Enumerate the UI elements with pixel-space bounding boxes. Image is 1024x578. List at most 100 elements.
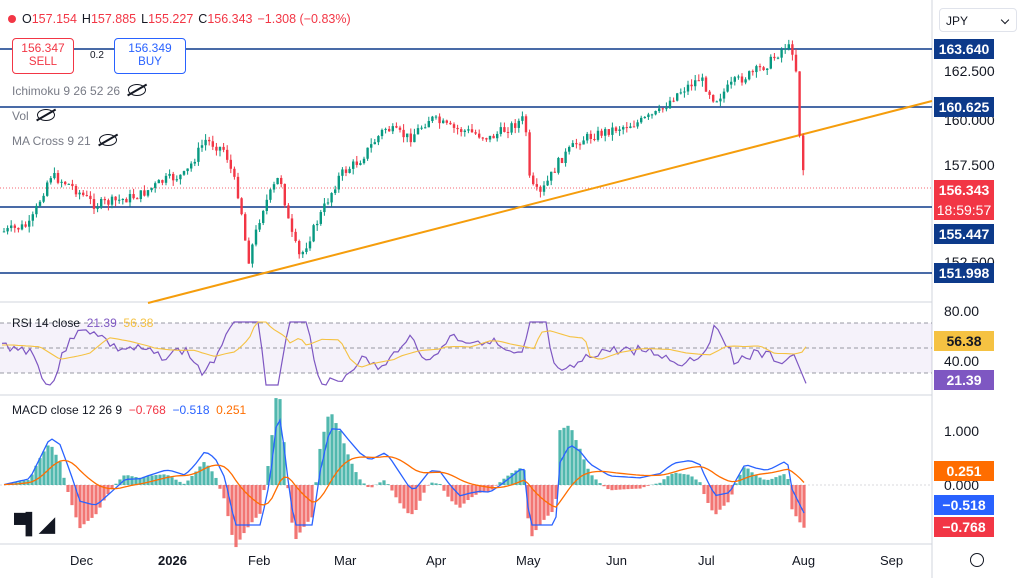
rsi-line [1,321,807,386]
candles [2,39,805,268]
candle-body [280,177,283,185]
candle-body [564,151,567,163]
candle-body [420,127,423,129]
eye-hidden-icon[interactable] [98,134,117,146]
candle-body [13,225,16,228]
macd-hist-bar [182,483,186,485]
candle-body [17,227,20,230]
sell-button[interactable]: 156.347 SELL [12,38,74,74]
candle-body [323,203,326,213]
macd-hist-bar [394,485,398,498]
macd-hist-bar [454,485,458,505]
candle-body [215,146,218,151]
macd-hist-bar [474,485,478,495]
eye-hidden-icon[interactable] [36,109,55,121]
candle-body [568,146,571,152]
indicator-ichimoku[interactable]: Ichimoku 9 26 52 26 [12,84,147,98]
countdown-label: 18:59:57 [934,200,994,220]
candle-body [305,248,308,253]
candle-body [733,77,736,82]
candle-body [766,68,769,71]
candle-body [470,129,474,133]
close-label: C [198,12,208,26]
macd-hist-bar [186,480,190,485]
macd-hist-bar [322,431,326,485]
candle-body [406,133,409,138]
currency-select[interactable]: JPY [939,8,1017,32]
macd-hist-bar [646,485,650,486]
macd-hist-bar [282,442,286,485]
candle-body [56,172,60,183]
candle-body [528,132,531,176]
candle-body [463,130,466,132]
rsi-value: 21.39 [86,316,117,330]
indicator-ma-cross[interactable]: MA Cross 9 21 [12,134,117,148]
macd-legend[interactable]: MACD close 12 26 9 −0.768 −0.518 0.251 [12,403,246,417]
macd-hist-bar [486,485,490,492]
candle-body [694,80,697,87]
macd-hist-bar [190,475,194,485]
rsi-ma-value: 56.38 [123,316,154,330]
candle-body [611,127,614,135]
candle-body [542,185,546,192]
candle-body [676,93,679,101]
price-label-155-447[interactable]: 155.447 [934,224,994,244]
indicator-vol[interactable]: Vol [12,109,55,123]
macd-hist-bar [638,485,642,489]
macd-hist-bar [622,485,626,490]
macd-hist-bar [610,485,614,491]
candle-body [348,168,351,173]
candle-body [442,120,445,124]
price-label-151-998[interactable]: 151.998 [934,263,994,283]
buy-button[interactable]: 156.349 BUY [114,38,186,74]
macd-hist-bar [126,475,130,485]
macd-hist-bar [54,454,58,485]
candle-body [398,127,402,130]
candle-body [67,183,70,185]
eye-hidden-icon[interactable] [128,84,147,96]
candle-body [643,117,646,119]
candle-body [42,195,45,202]
macd-hist-bar [286,485,290,489]
price-label-163-640[interactable]: 163.640 [934,39,994,59]
candle-body [683,91,686,93]
macd-hist-bar [550,485,554,513]
macd-hist-bar [70,485,74,506]
candle-body [596,130,600,140]
candle-body [485,138,488,140]
candle-body [452,124,456,128]
candle-body [136,198,139,200]
gear-icon[interactable] [970,553,984,567]
candle-body [168,173,171,176]
macd-hist-bar [482,485,486,493]
high-value: 157.885 [90,12,137,26]
candle-body [49,178,52,183]
buy-price: 156.349 [128,41,172,55]
candle-body [708,91,711,95]
candle-body [625,127,628,129]
macd-hist-bar [198,466,202,485]
candle-body [28,220,31,227]
macd-hist-bar [30,474,34,485]
currency-label: JPY [946,14,969,28]
macd-hist-bar [770,478,774,485]
rsi-legend[interactable]: RSI 14 close 21.39 56.38 [12,316,153,330]
macd-hist-bar [350,463,354,485]
macd-hist-bar [494,485,498,486]
macd-hist-bar [582,459,586,485]
macd-hist-bar [758,477,762,485]
candle-body [521,116,524,121]
candle-body [31,214,34,221]
macd-tick-1: 1.000 [944,423,980,439]
candle-body [582,140,585,145]
macd-hist-bar [614,485,618,490]
macd-hist-bar [426,485,430,486]
candle-body [686,84,690,92]
candle-body [416,128,420,135]
macd-hist-bar [590,475,594,485]
candle-body [600,130,603,136]
candle-body [575,143,578,145]
price-label-160-625[interactable]: 160.625 [934,97,994,117]
candle-body [121,198,124,200]
